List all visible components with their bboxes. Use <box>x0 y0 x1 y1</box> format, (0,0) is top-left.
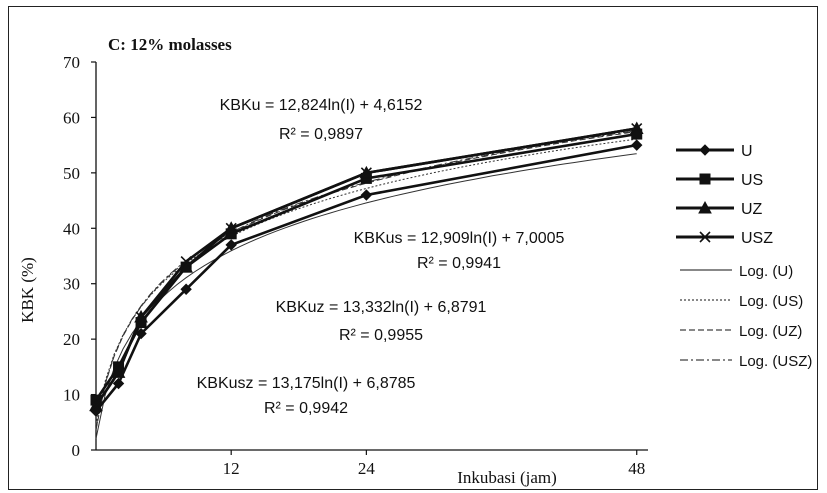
legend-label-us: US <box>741 172 763 189</box>
legend-label-log-u: Log. (U) <box>739 263 793 280</box>
legend-marker-us <box>699 173 711 185</box>
point-u <box>631 139 643 151</box>
legend-marker-usz <box>699 231 711 243</box>
y-tick-label: 60 <box>63 108 80 127</box>
y-tick-label: 40 <box>63 219 80 238</box>
series-layer <box>89 121 644 417</box>
legend-label-log-uz: Log. (UZ) <box>739 323 802 340</box>
annotation-us-r2: R² = 0,9941 <box>417 255 501 272</box>
chart-title: C: 12% molasses <box>108 35 232 54</box>
legend-label-log-usz: Log. (USZ) <box>739 353 812 370</box>
annotation-usz-equation: KBKusz = 13,175ln(I) + 6,8785 <box>197 375 416 392</box>
annotation-usz-r2: R² = 0,9942 <box>264 400 348 417</box>
annotation-uz-r2: R² = 0,9955 <box>339 327 423 344</box>
point-u <box>360 189 373 201</box>
legend-label-usz: USZ <box>741 230 773 247</box>
point-u <box>180 283 192 295</box>
x-tick-label: 48 <box>628 459 645 478</box>
point-usz <box>135 311 147 323</box>
y-tick-label: 50 <box>63 164 80 183</box>
annotation-us-equation: KBKus = 12,909ln(I) + 7,0005 <box>354 230 565 247</box>
point-usz <box>180 255 192 268</box>
y-tick-label: 70 <box>63 53 80 72</box>
legend-label-uz: UZ <box>741 201 763 218</box>
legend-marker-uz <box>698 200 712 214</box>
trendline-log-uz <box>95 131 637 430</box>
x-tick-label: 24 <box>358 459 376 478</box>
y-tick-label: 20 <box>63 330 80 349</box>
y-tick-label: 0 <box>72 441 81 460</box>
annotation-u-r2: R² = 0,9897 <box>279 126 363 143</box>
y-tick-label: 30 <box>63 275 80 294</box>
point-usz <box>225 222 237 234</box>
trendline-log-u <box>95 153 637 439</box>
point-usz <box>631 122 643 135</box>
y-tick-label: 10 <box>63 386 80 405</box>
y-axis-label: KBK (%) <box>18 257 37 323</box>
x-axis-label: Inkubasi (jam) <box>457 468 557 487</box>
legend-marker-u <box>699 144 711 156</box>
legend-label-log-us: Log. (US) <box>739 293 803 310</box>
chart-frame <box>8 6 818 490</box>
x-tick-label: 12 <box>223 459 240 478</box>
point-usz <box>90 400 102 412</box>
point-usz <box>360 167 372 179</box>
legend: U US UZ USZ Log. (U) Log. (US) Log. (UZ) Log. (… <box>676 143 812 370</box>
annotation-uz-equation: KBKuz = 13,332ln(I) + 6,8791 <box>276 299 487 316</box>
legend-label-u: U <box>741 143 753 160</box>
annotation-u-equation: KBKu = 12,824ln(I) + 4,6152 <box>220 97 423 114</box>
point-u <box>112 377 125 390</box>
axes: 0 10 20 30 40 50 60 70 12 24 48 <box>63 53 648 478</box>
point-usz <box>112 366 125 378</box>
point-u <box>225 239 237 251</box>
